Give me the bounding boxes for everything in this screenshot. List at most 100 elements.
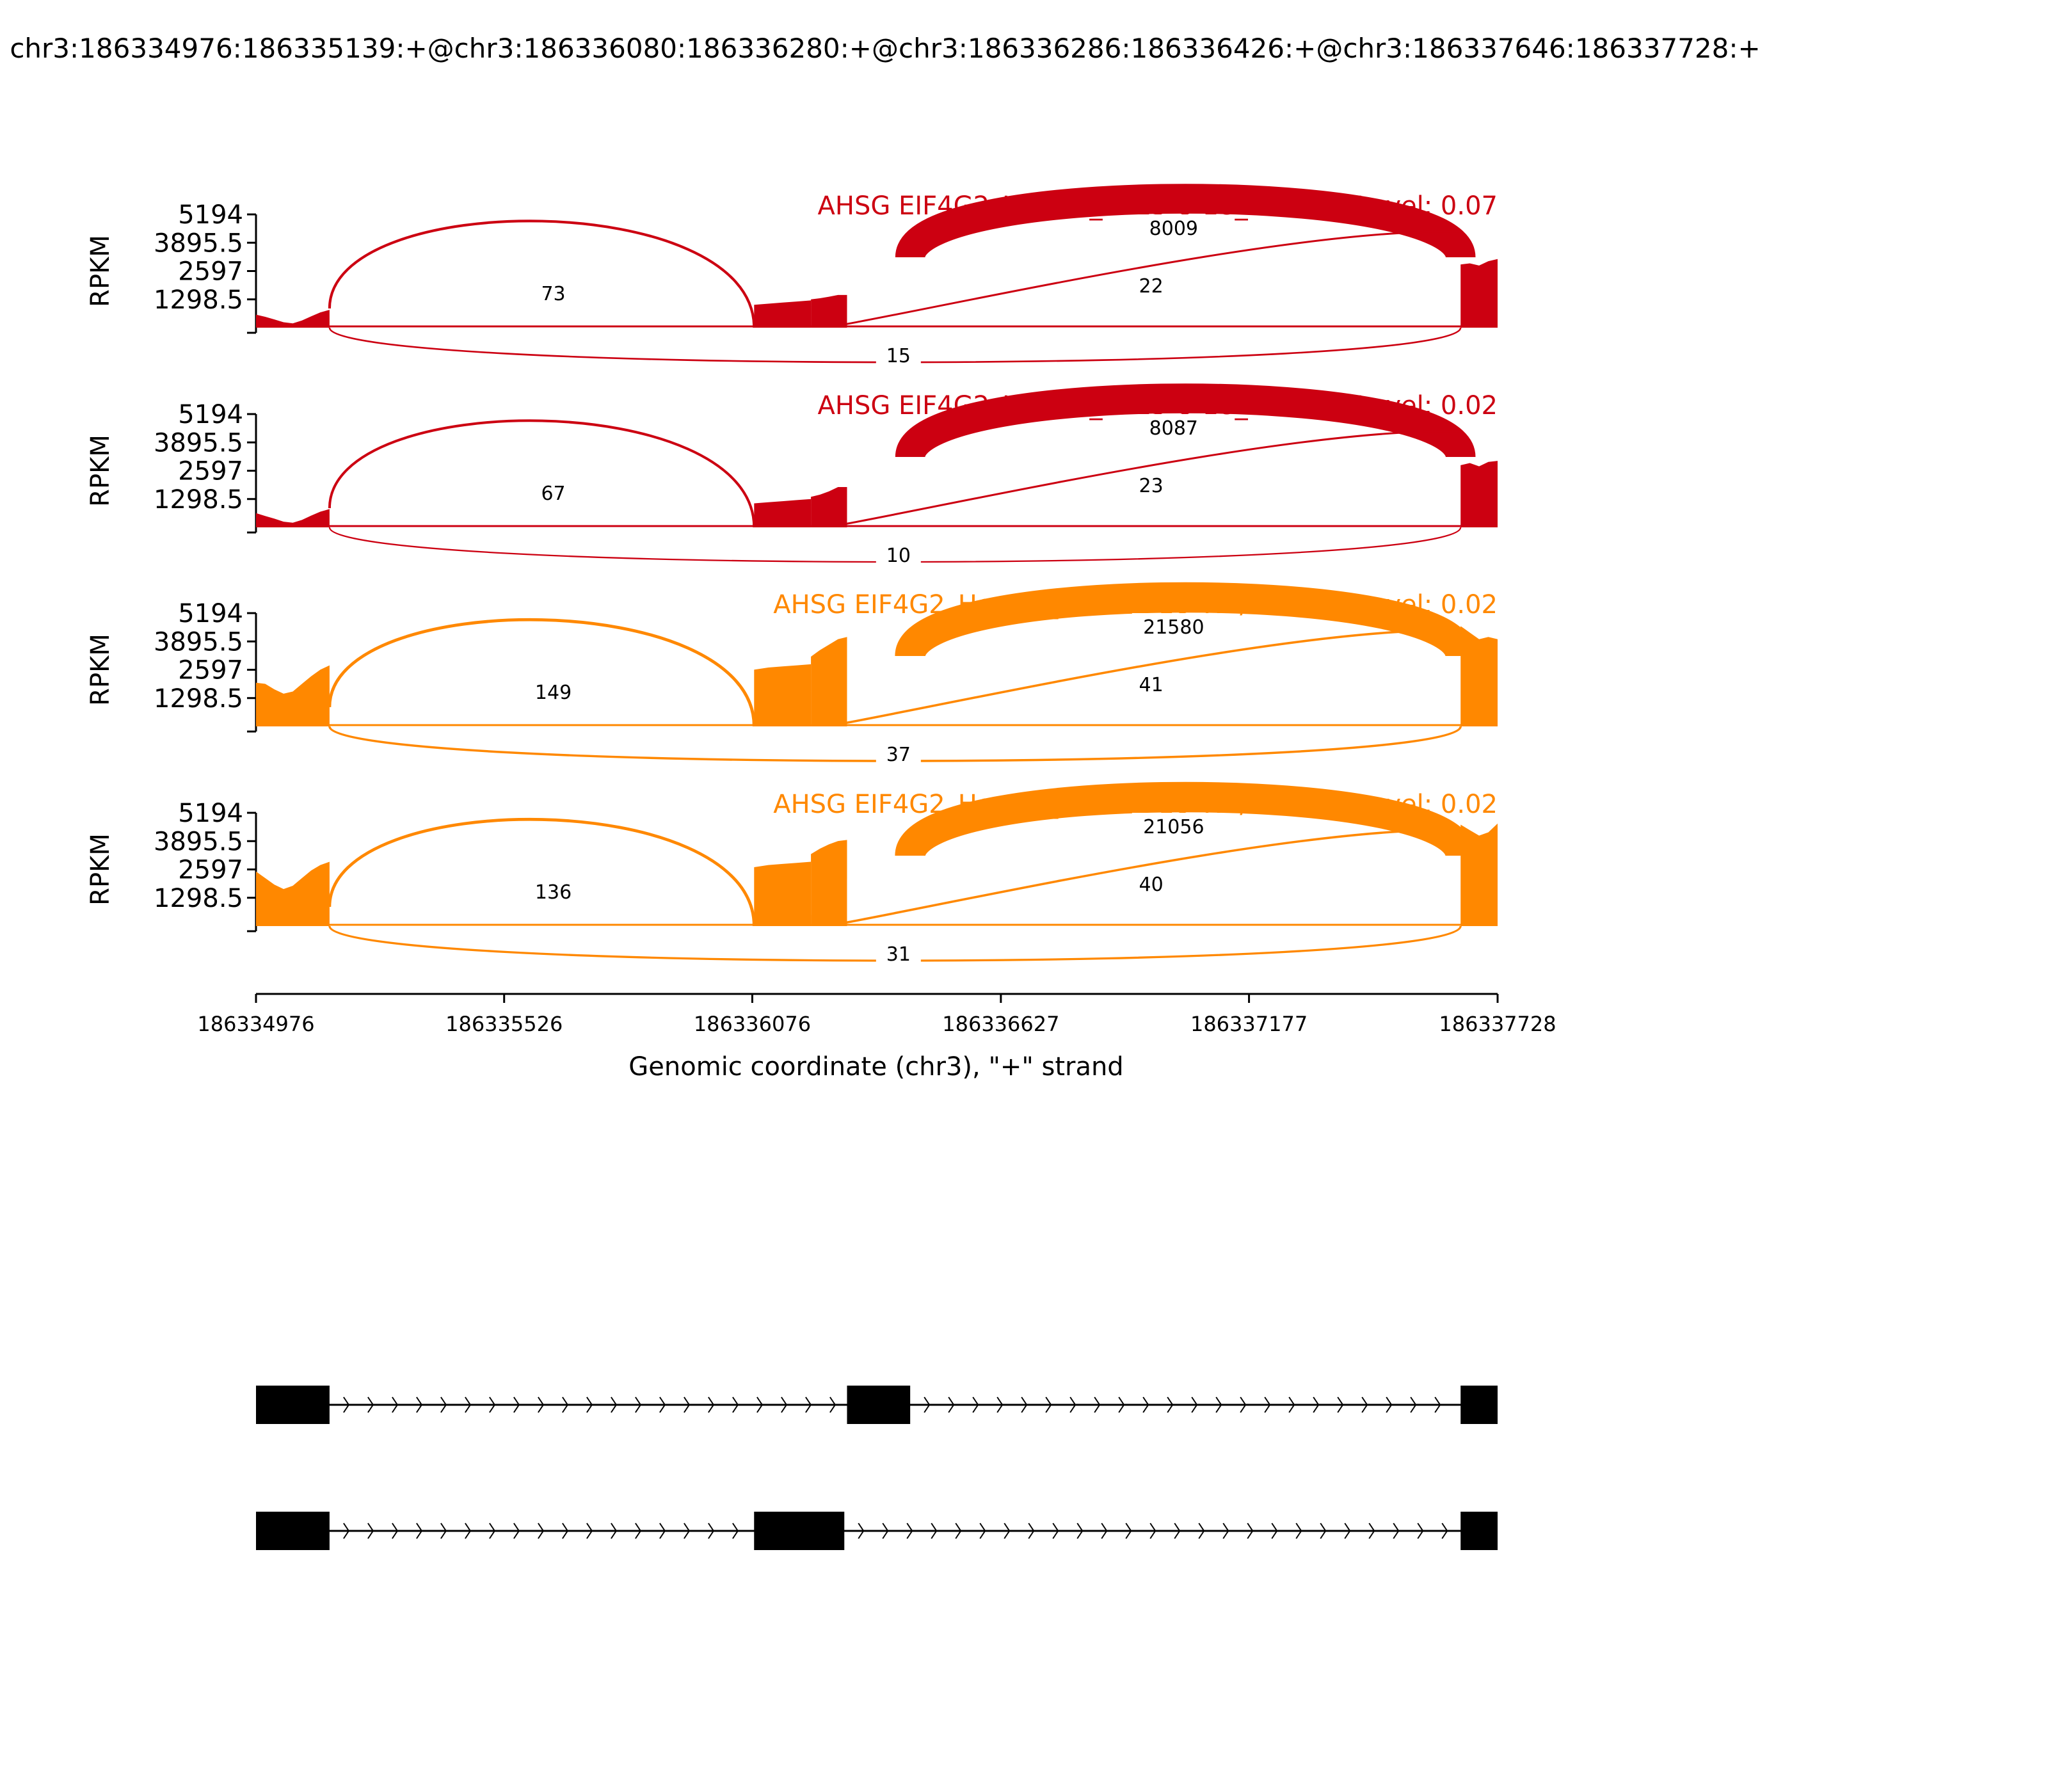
y-axis-label: RPKM <box>86 634 115 706</box>
strand-arrow-icon <box>659 1523 666 1539</box>
junction-count: 41 <box>1139 674 1164 696</box>
coverage-area <box>754 664 812 726</box>
junction-count-box <box>876 740 921 766</box>
junction-arc <box>844 430 1461 525</box>
strand-arrow-icon <box>416 1523 423 1539</box>
junction-count: 40 <box>1139 874 1164 896</box>
strand-arrow-icon <box>586 1396 593 1413</box>
strand-arrow-icon <box>1045 1396 1052 1413</box>
y-tick-label: 3895.5 <box>154 627 243 657</box>
strand-arrow-icon <box>1149 1523 1156 1539</box>
y-axis-label: RPKM <box>86 435 115 507</box>
y-tick-label: 1298.5 <box>154 684 243 714</box>
junction-count-box <box>531 479 576 505</box>
strand-arrow-icon <box>781 1396 788 1413</box>
strand-arrow-icon <box>1441 1523 1448 1539</box>
x-axis: 186334976 186335526 186336076 186336627 1863… <box>197 993 1556 1036</box>
junction-count: 8087 <box>1149 417 1198 440</box>
strand-arrow-icon <box>858 1523 865 1539</box>
strand-arrow-icon <box>367 1523 374 1539</box>
strand-arrow-icon <box>684 1396 691 1413</box>
y-tick-label: 5194 <box>178 599 243 628</box>
y-axis-label: RPKM <box>86 833 115 906</box>
coverage-area <box>1460 259 1498 328</box>
junction-arc <box>328 419 756 528</box>
coverage-area <box>811 637 847 726</box>
strand-arrow-icon <box>1434 1396 1441 1413</box>
junction-count: 21580 <box>1143 616 1204 639</box>
strand-arrow-icon <box>955 1523 962 1539</box>
y-tick-label: 2597 <box>178 656 243 685</box>
strand-arrow-icon <box>1125 1523 1132 1539</box>
y-tick-label: 3895.5 <box>154 827 243 856</box>
coverage-area <box>256 310 330 328</box>
junction-arc <box>328 618 756 727</box>
strand-arrow-icon <box>1410 1396 1417 1413</box>
strand-arrow-icon <box>972 1396 979 1413</box>
strand-arrow-icon <box>1247 1523 1254 1539</box>
junction-count-box <box>1128 671 1174 696</box>
coverage-area <box>256 861 330 926</box>
strand-arrow-icon <box>611 1396 618 1413</box>
strand-arrow-icon <box>1337 1396 1344 1413</box>
strand-arrow-icon <box>586 1523 593 1539</box>
strand-arrow-icon <box>392 1396 399 1413</box>
strand-arrow-icon <box>948 1396 955 1413</box>
strand-arrow-icon <box>1288 1396 1295 1413</box>
coverage-area <box>256 665 330 726</box>
strand-arrow-icon <box>538 1396 545 1413</box>
strand-arrow-icon <box>562 1396 569 1413</box>
strand-arrow-icon <box>1417 1523 1424 1539</box>
junction-arc <box>328 817 756 927</box>
exon-block <box>847 1386 911 1424</box>
strand-arrow-icon <box>1393 1523 1400 1539</box>
x-tick-label: 186337728 <box>1439 1012 1556 1036</box>
strand-arrow-icon <box>931 1523 938 1539</box>
junction-count: 10 <box>886 545 911 567</box>
strand-arrow-icon <box>1361 1396 1368 1413</box>
junction-count-box <box>1138 214 1209 240</box>
x-tick-label: 186335526 <box>445 1012 563 1036</box>
strand-arrow-icon <box>684 1523 691 1539</box>
junction-count: 31 <box>886 943 911 966</box>
strand-arrow-icon <box>1076 1523 1084 1539</box>
strand-arrow-icon <box>343 1396 350 1413</box>
strand-arrow-icon <box>465 1523 472 1539</box>
y-tick-label: 5194 <box>178 400 243 429</box>
strand-arrow-icon <box>513 1523 520 1539</box>
y-tick-label: 1298.5 <box>154 884 243 913</box>
strand-arrow-icon <box>906 1523 913 1539</box>
coverage-area <box>811 487 847 527</box>
junction-count-box <box>531 280 576 305</box>
strand-arrow-icon <box>659 1396 666 1413</box>
strand-arrow-icon <box>829 1396 836 1413</box>
junction-arc <box>844 230 1461 326</box>
strand-arrow-icon <box>996 1396 1004 1413</box>
strand-arrow-icon <box>1386 1396 1393 1413</box>
y-tick-label: 1298.5 <box>154 285 243 315</box>
strand-arrow-icon <box>1094 1396 1101 1413</box>
strand-arrow-icon <box>732 1523 739 1539</box>
strand-arrow-icon <box>440 1396 447 1413</box>
strand-arrow-icon <box>924 1396 931 1413</box>
exon-block <box>1460 1386 1498 1424</box>
strand-arrow-icon <box>756 1396 764 1413</box>
junction-count-box <box>1128 870 1174 896</box>
junction-count: 149 <box>535 682 572 704</box>
isoform-2 <box>256 1512 1498 1550</box>
junction-arc <box>895 184 1476 260</box>
strand-arrow-icon <box>1313 1396 1320 1413</box>
isoform-tracks <box>256 1386 1498 1550</box>
coverage-area <box>256 509 330 527</box>
strand-arrow-icon <box>465 1396 472 1413</box>
junction-arc <box>844 828 1461 924</box>
junction-count: 15 <box>886 345 911 367</box>
strand-arrow-icon <box>538 1523 545 1539</box>
isoform-1 <box>256 1386 1498 1424</box>
x-tick-label: 186337177 <box>1190 1012 1308 1036</box>
coverage-area <box>811 840 847 926</box>
strand-arrow-icon <box>1295 1523 1302 1539</box>
